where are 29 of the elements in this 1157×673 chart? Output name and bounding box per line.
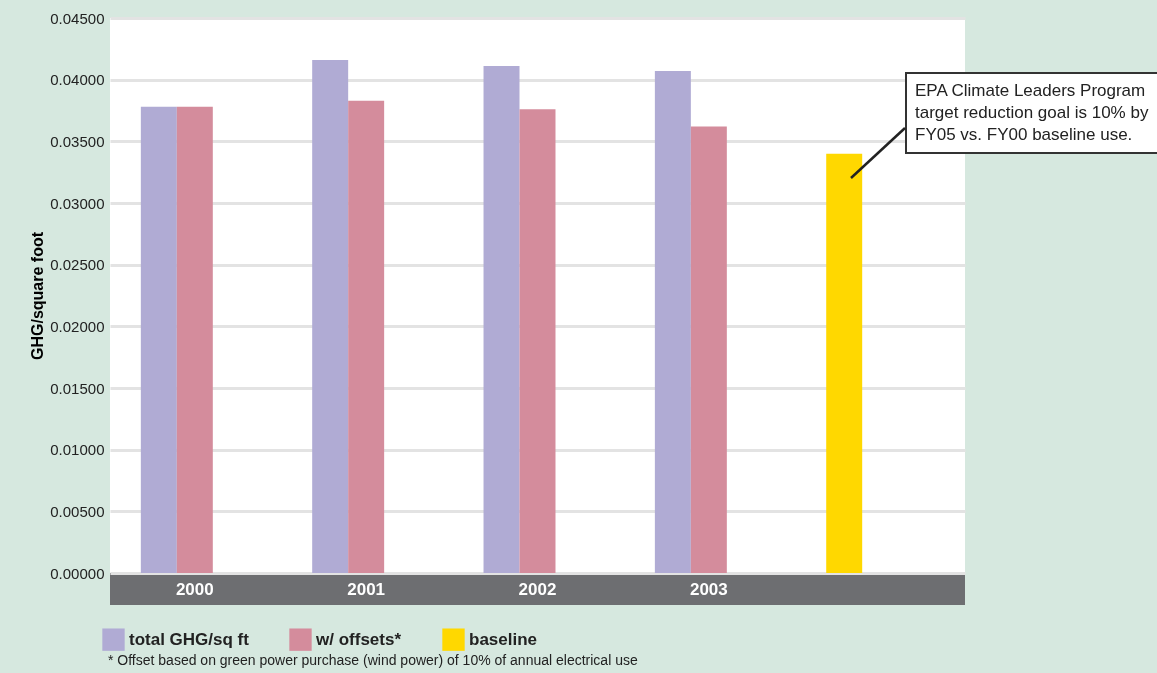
bar [690, 126, 727, 573]
y-tick-label: 0.00500 [50, 502, 105, 520]
bar [826, 153, 863, 573]
bar [348, 100, 385, 573]
y-tick-label: 0.01000 [50, 441, 105, 459]
x-tick-label: 2002 [518, 579, 557, 599]
y-tick-label: 0.00000 [50, 564, 105, 582]
bar [140, 106, 177, 573]
x-tick-label: 2000 [175, 579, 214, 599]
bar [519, 109, 556, 573]
y-tick-label: 0.04000 [50, 71, 105, 89]
bar [654, 71, 691, 573]
bar [176, 106, 213, 573]
legend-label: baseline [469, 629, 538, 649]
y-tick-label: 0.02000 [50, 317, 105, 335]
bar [312, 59, 349, 573]
x-tick-label: 2003 [689, 579, 728, 599]
annotation: EPA Climate Leaders Program target reduction goal is 10% by FY05 vs. FY00 baseline use. [905, 72, 1157, 154]
legend-label: w/ offsets* [315, 629, 402, 649]
text: * Offset based on green power purchase (wind power) of 10% of annual electrical use [108, 652, 638, 668]
y-tick-label: 0.02500 [50, 256, 105, 274]
x-tick-label: 2001 [347, 579, 386, 599]
bar [483, 66, 520, 573]
legend-label: total GHG/sq ft [129, 629, 250, 649]
y-tick-label: 0.04500 [50, 9, 105, 27]
y-tick-label: 0.01500 [50, 379, 105, 397]
y-axis-title: GHG/square foot [29, 231, 47, 361]
y-tick-label: 0.03500 [50, 132, 105, 150]
y-tick-label: 0.03000 [50, 194, 105, 212]
